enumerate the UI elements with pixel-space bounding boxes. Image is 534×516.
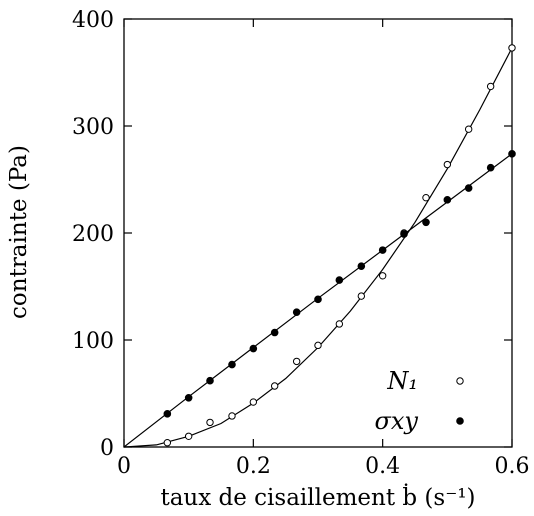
fit-curves bbox=[123, 47, 513, 448]
data-point-series-1 bbox=[249, 344, 258, 353]
data-point-series-0 bbox=[378, 272, 387, 280]
legend-marker-series-1 bbox=[456, 417, 464, 425]
data-point-series-1 bbox=[270, 328, 279, 337]
data-point-series-1 bbox=[508, 150, 516, 158]
data-point-series-0 bbox=[335, 320, 344, 328]
y-tick-label: 200 bbox=[72, 222, 114, 247]
axis-ticks: 0 0.2 0.4 0.6 0 100 200 300 400 bbox=[72, 8, 530, 479]
x-tick-label: 0.2 bbox=[236, 454, 271, 479]
data-point-series-0 bbox=[163, 439, 172, 447]
data-point-series-1 bbox=[378, 246, 387, 254]
data-point-series-1 bbox=[422, 218, 430, 227]
data-point-series-0 bbox=[443, 160, 452, 169]
y-tick-label: 400 bbox=[72, 8, 114, 33]
data-point-series-0 bbox=[357, 292, 366, 300]
data-point-series-0 bbox=[464, 125, 473, 133]
legend-label-series-1: σxy bbox=[375, 407, 419, 435]
data-point-series-1 bbox=[400, 230, 408, 238]
data-point-series-0 bbox=[184, 432, 193, 440]
x-axis-label: taux de cisaillement ḃ (s⁻¹) bbox=[160, 484, 475, 511]
data-point-series-0 bbox=[314, 341, 322, 350]
x-tick-label: 0 bbox=[117, 454, 131, 479]
data-point-series-1 bbox=[335, 276, 344, 284]
data-point-series-1 bbox=[443, 196, 452, 204]
data-point-series-0 bbox=[228, 412, 236, 420]
y-tick-label: 0 bbox=[100, 436, 114, 461]
data-point-series-0 bbox=[206, 418, 214, 427]
data-point-series-0 bbox=[508, 44, 516, 52]
legend-label-series-0: N₁ bbox=[386, 367, 418, 395]
data-point-series-1 bbox=[357, 262, 366, 270]
data-point-series-0 bbox=[270, 382, 279, 390]
data-point-series-1 bbox=[163, 410, 172, 418]
legend-marker-series-0 bbox=[456, 377, 464, 385]
y-axis-label: contrainte (Pa) bbox=[6, 145, 32, 319]
plot-frame bbox=[123, 18, 513, 448]
data-point-series-1 bbox=[292, 308, 301, 316]
legend: N₁ σxy bbox=[375, 367, 464, 435]
data-point-series-1 bbox=[228, 360, 236, 369]
data-point-series-1 bbox=[464, 184, 473, 192]
data-point-series-1 bbox=[206, 376, 214, 385]
data-point-series-0 bbox=[422, 193, 430, 202]
data-point-series-1 bbox=[184, 393, 193, 402]
data-point-series-1 bbox=[314, 295, 322, 304]
y-tick-label: 300 bbox=[72, 115, 114, 140]
y-tick-label: 100 bbox=[72, 329, 114, 354]
data-point-series-0 bbox=[292, 357, 301, 366]
x-tick-label: 0.6 bbox=[495, 454, 530, 479]
data-point-series-0 bbox=[486, 82, 495, 91]
fit-curve-series-0 bbox=[123, 47, 513, 448]
x-tick-label: 0.4 bbox=[365, 454, 400, 479]
data-point-series-1 bbox=[486, 163, 495, 172]
data-markers bbox=[163, 44, 516, 447]
data-point-series-0 bbox=[249, 398, 258, 406]
plot-area bbox=[123, 18, 513, 448]
